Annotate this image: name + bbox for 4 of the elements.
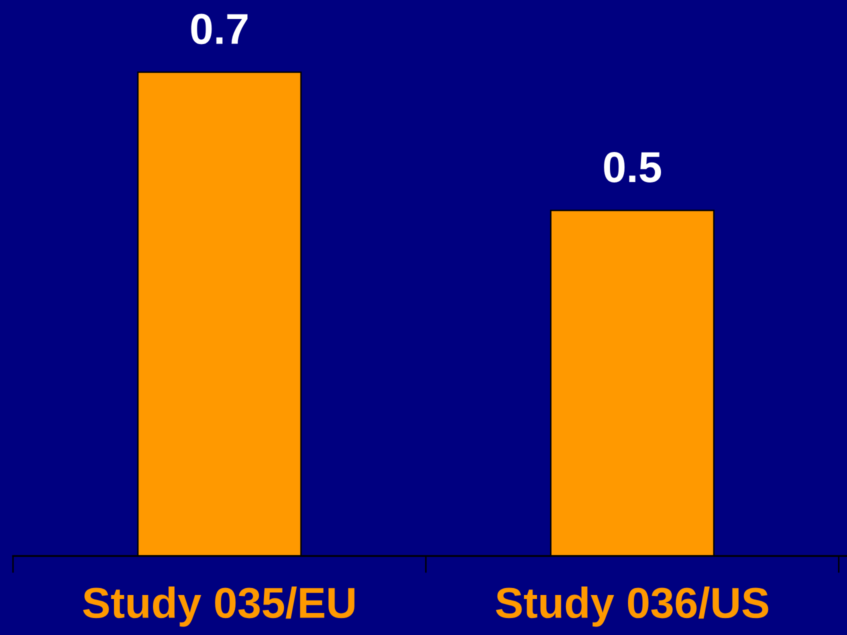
x-tick-label: Study 036/US (496, 586, 768, 627)
x-tick-label: Study 035/EU (83, 586, 354, 627)
data-label: 0.5 (604, 152, 662, 182)
data-label: 0.7 (191, 14, 248, 44)
